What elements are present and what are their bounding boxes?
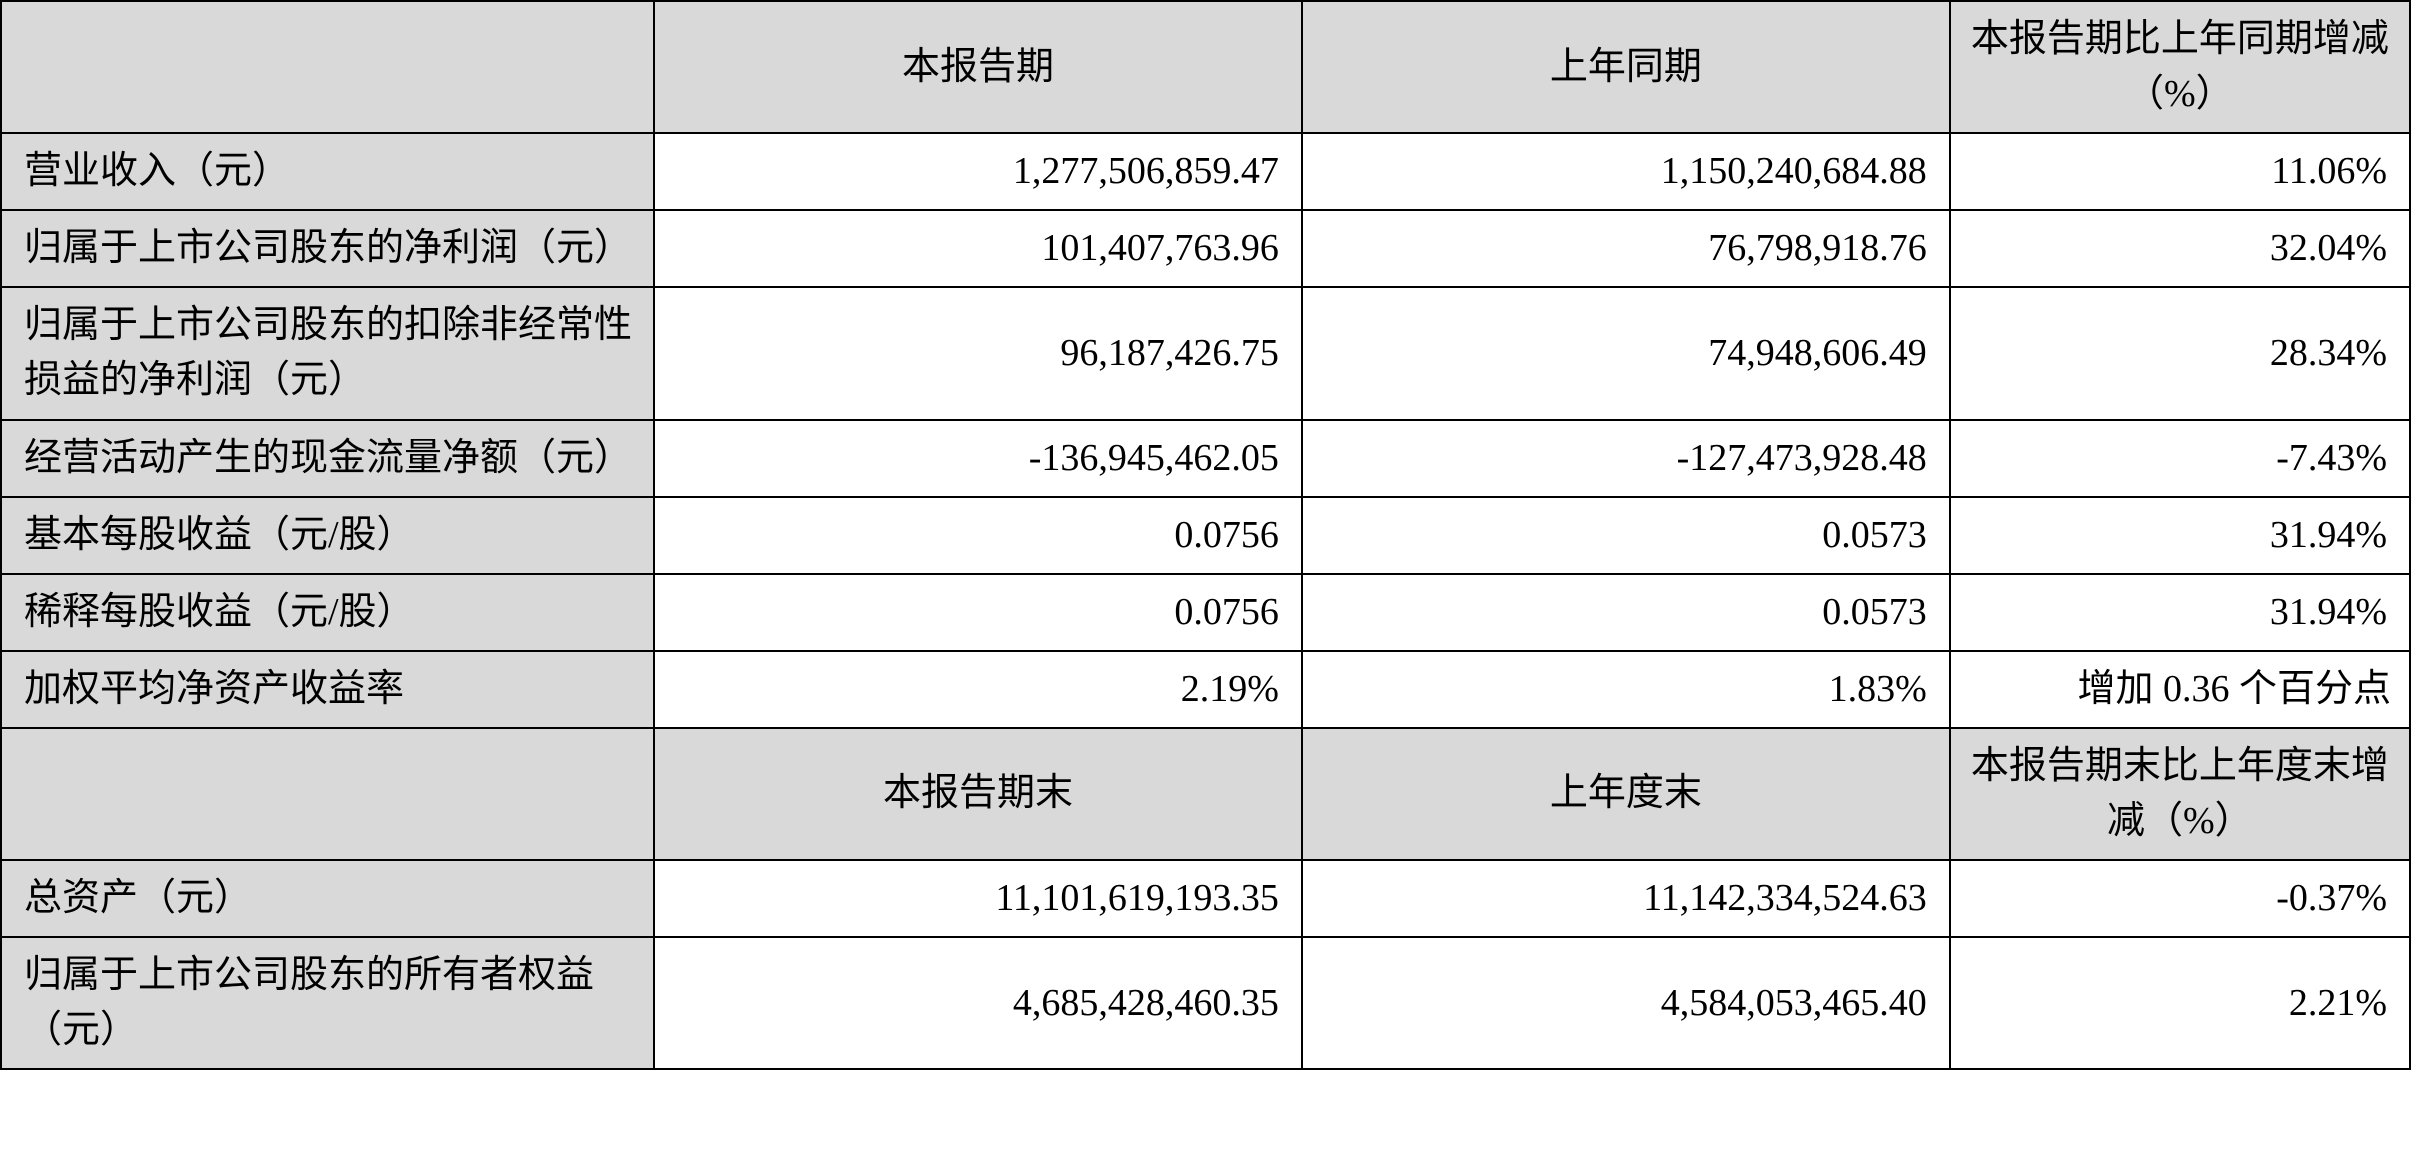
row-value-change: -7.43%: [1950, 420, 2410, 497]
row-value-current: 0.0756: [654, 574, 1302, 651]
row-value-prior: 1.83%: [1302, 651, 1950, 728]
table-header-row: 本报告期 上年同期 本报告期比上年同期增减（%）: [1, 1, 2410, 133]
table-row: 营业收入（元） 1,277,506,859.47 1,150,240,684.8…: [1, 133, 2410, 210]
table-row: 经营活动产生的现金流量净额（元） -136,945,462.05 -127,47…: [1, 420, 2410, 497]
row-value-prior: 11,142,334,524.63: [1302, 860, 1950, 937]
row-value-current: 1,277,506,859.47: [654, 133, 1302, 210]
header-blank: [1, 1, 654, 133]
row-label: 经营活动产生的现金流量净额（元）: [1, 420, 654, 497]
row-value-prior: -127,473,928.48: [1302, 420, 1950, 497]
table-row: 归属于上市公司股东的扣除非经常性损益的净利润（元） 96,187,426.75 …: [1, 287, 2410, 419]
financial-table-container: 本报告期 上年同期 本报告期比上年同期增减（%） 营业收入（元） 1,277,5…: [0, 0, 2411, 1070]
row-value-prior: 1,150,240,684.88: [1302, 133, 1950, 210]
row-value-change: 32.04%: [1950, 210, 2410, 287]
header-end-change: 本报告期末比上年度末增减（%）: [1950, 728, 2410, 860]
table-row: 基本每股收益（元/股） 0.0756 0.0573 31.94%: [1, 497, 2410, 574]
header-prior-end: 上年度末: [1302, 728, 1950, 860]
table-row: 总资产（元） 11,101,619,193.35 11,142,334,524.…: [1, 860, 2410, 937]
row-value-current: 96,187,426.75: [654, 287, 1302, 419]
row-value-prior: 74,948,606.49: [1302, 287, 1950, 419]
row-label: 归属于上市公司股东的净利润（元）: [1, 210, 654, 287]
header-change-pct: 本报告期比上年同期增减（%）: [1950, 1, 2410, 133]
row-value-prior: 4,584,053,465.40: [1302, 937, 1950, 1069]
table-row: 归属于上市公司股东的所有者权益（元） 4,685,428,460.35 4,58…: [1, 937, 2410, 1069]
row-label: 归属于上市公司股东的所有者权益（元）: [1, 937, 654, 1069]
row-label: 加权平均净资产收益率: [1, 651, 654, 728]
row-value-current: 2.19%: [654, 651, 1302, 728]
row-value-change: 31.94%: [1950, 497, 2410, 574]
row-value-change: 31.94%: [1950, 574, 2410, 651]
row-label: 总资产（元）: [1, 860, 654, 937]
row-value-change: -0.37%: [1950, 860, 2410, 937]
row-value-current: 4,685,428,460.35: [654, 937, 1302, 1069]
table-header-row: 本报告期末 上年度末 本报告期末比上年度末增减（%）: [1, 728, 2410, 860]
financial-table: 本报告期 上年同期 本报告期比上年同期增减（%） 营业收入（元） 1,277,5…: [0, 0, 2411, 1070]
row-label: 营业收入（元）: [1, 133, 654, 210]
header-prior-period: 上年同期: [1302, 1, 1950, 133]
row-label: 归属于上市公司股东的扣除非经常性损益的净利润（元）: [1, 287, 654, 419]
row-value-change: 11.06%: [1950, 133, 2410, 210]
table-row: 归属于上市公司股东的净利润（元） 101,407,763.96 76,798,9…: [1, 210, 2410, 287]
row-value-current: -136,945,462.05: [654, 420, 1302, 497]
row-value-current: 0.0756: [654, 497, 1302, 574]
row-label: 稀释每股收益（元/股）: [1, 574, 654, 651]
row-value-prior: 0.0573: [1302, 574, 1950, 651]
table-row: 稀释每股收益（元/股） 0.0756 0.0573 31.94%: [1, 574, 2410, 651]
table-row: 加权平均净资产收益率 2.19% 1.83% 增加 0.36 个百分点: [1, 651, 2410, 728]
header-current-end: 本报告期末: [654, 728, 1302, 860]
header-blank: [1, 728, 654, 860]
row-value-prior: 76,798,918.76: [1302, 210, 1950, 287]
row-value-change: 增加 0.36 个百分点: [1950, 651, 2410, 728]
row-value-change: 2.21%: [1950, 937, 2410, 1069]
row-value-change: 28.34%: [1950, 287, 2410, 419]
row-label: 基本每股收益（元/股）: [1, 497, 654, 574]
row-value-prior: 0.0573: [1302, 497, 1950, 574]
row-value-current: 11,101,619,193.35: [654, 860, 1302, 937]
header-current-period: 本报告期: [654, 1, 1302, 133]
row-value-current: 101,407,763.96: [654, 210, 1302, 287]
